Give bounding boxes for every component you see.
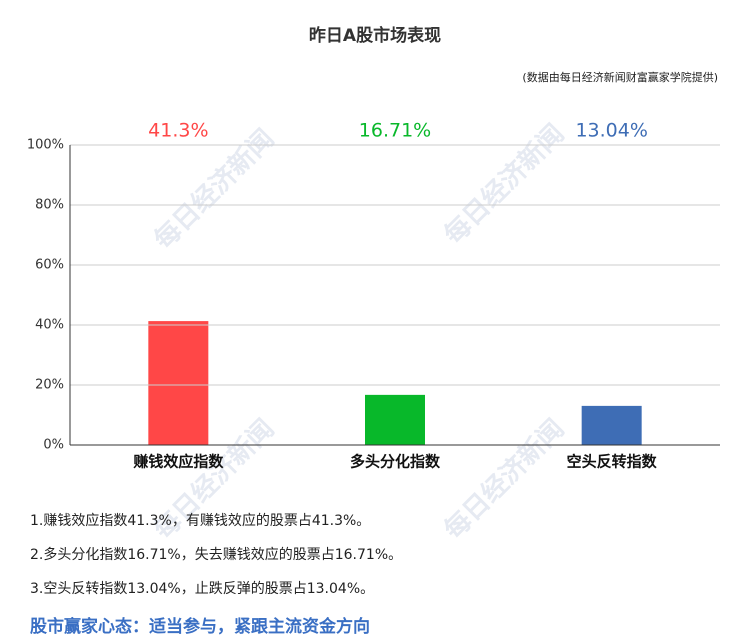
x-tick-label: 空头反转指数 bbox=[567, 453, 658, 471]
bar bbox=[581, 405, 642, 445]
chart-subtitle: (数据由每日经济新闻财富赢家学院提供) bbox=[522, 70, 718, 84]
y-tick-label: 0% bbox=[43, 438, 64, 453]
y-tick-label: 60% bbox=[35, 258, 64, 273]
watermark: 每日经济新闻 bbox=[438, 413, 570, 545]
y-tick-label: 40% bbox=[35, 318, 64, 333]
y-tick-label: 100% bbox=[27, 138, 64, 153]
watermark: 每日经济新闻 bbox=[438, 118, 570, 250]
headline: 股市赢家心态：适当参与，紧跟主流资金方向 bbox=[30, 616, 370, 637]
y-tick-label: 20% bbox=[35, 378, 64, 393]
y-tick-label: 80% bbox=[35, 198, 64, 213]
x-tick-label: 多头分化指数 bbox=[350, 453, 441, 471]
x-tick-label: 赚钱效应指数 bbox=[132, 453, 224, 471]
value-label: 13.04% bbox=[575, 120, 647, 142]
value-label: 16.71% bbox=[359, 120, 431, 142]
chart-title: 昨日A股市场表现 bbox=[309, 25, 441, 46]
bar bbox=[148, 321, 209, 445]
note: 1.赚钱效应指数41.3%，有赚钱效应的股票占41.3%。 bbox=[30, 512, 370, 529]
value-label: 41.3% bbox=[148, 120, 208, 142]
bar bbox=[365, 394, 425, 445]
note: 2.多头分化指数16.71%，失去赚钱效应的股票占16.71%。 bbox=[30, 546, 402, 563]
note: 3.空头反转指数13.04%，止跌反弹的股票占13.04%。 bbox=[30, 581, 374, 597]
watermark: 每日经济新闻 bbox=[148, 123, 280, 255]
